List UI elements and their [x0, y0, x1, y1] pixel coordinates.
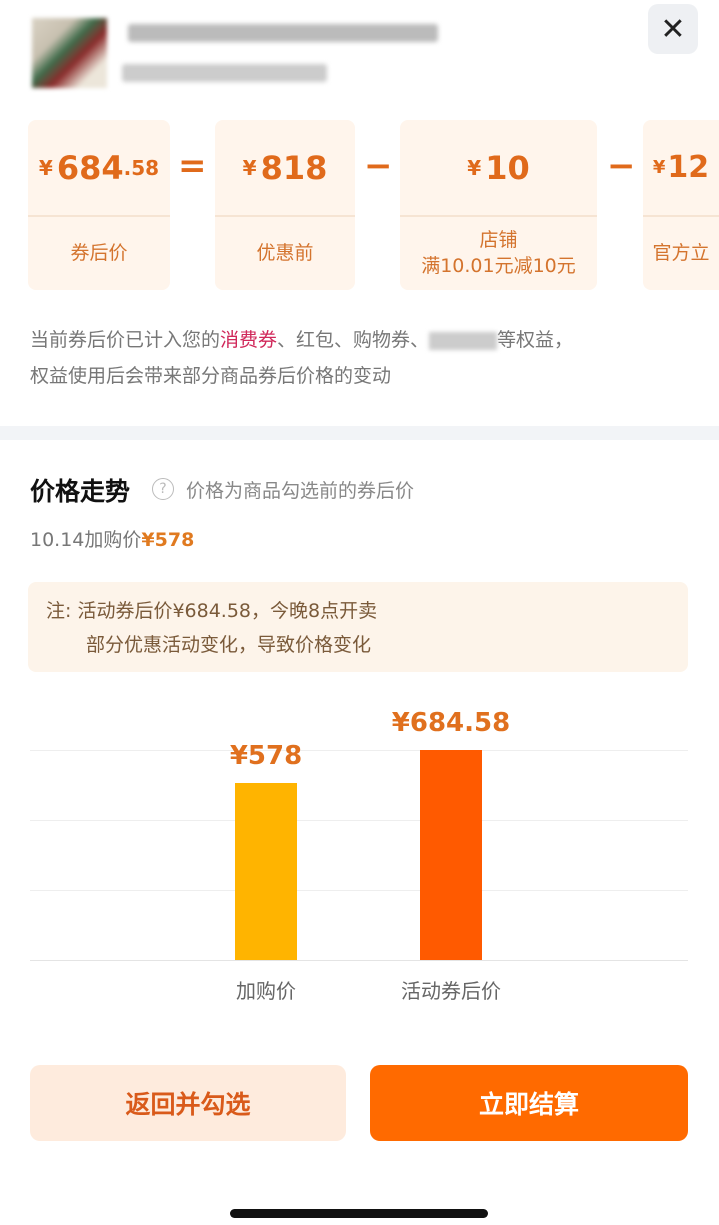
consumer-coupon-link[interactable]: 消费券 [220, 329, 278, 351]
price-card-official: ¥12 官方立 [643, 120, 719, 290]
home-indicator [230, 1209, 488, 1218]
cart-price-value: ¥578 [141, 529, 195, 551]
equals-sign: = [178, 146, 207, 186]
currency: ¥ [467, 155, 482, 180]
close-button[interactable]: ✕ [648, 4, 698, 54]
bar-1 [420, 750, 482, 960]
bar-0 [235, 782, 297, 960]
minus-sign: − [607, 146, 636, 186]
grid-line [30, 750, 688, 751]
note-box: 注: 活动券后价¥684.58，今晚8点开卖 部分优惠活动变化，导致价格变化 [28, 582, 688, 672]
card-label: 官方立 [652, 241, 710, 264]
info-text: 当前券后价已计入您的 [30, 329, 221, 351]
chart-baseline [30, 960, 688, 961]
card-label: 优惠前 [256, 241, 314, 264]
section-title: 价格走势 [30, 477, 131, 506]
info-text: 、红包、购物券、 [277, 329, 430, 351]
amount: 10 [485, 148, 530, 187]
card-label: 店铺 [479, 228, 518, 251]
section-divider [0, 426, 719, 440]
currency: ¥ [242, 155, 257, 180]
product-spec-blurred [122, 64, 327, 82]
note-line: 部分优惠活动变化，导致价格变化 [86, 634, 372, 656]
bar-data-label: ¥578 [229, 740, 303, 771]
checkout-button[interactable]: 立即结算 [370, 1065, 688, 1141]
grid-line [30, 890, 688, 891]
amount-decimal: .58 [123, 155, 160, 180]
product-thumbnail [32, 18, 107, 88]
close-icon: ✕ [660, 11, 686, 47]
product-title-blurred [128, 24, 438, 42]
card-label: 券后价 [70, 241, 128, 264]
currency: ¥ [652, 157, 666, 178]
card-sublabel: 满10.01元减10元 [421, 254, 576, 277]
amount: 12 [667, 150, 710, 185]
price-card-original: ¥818 优惠前 [215, 120, 355, 290]
category-label: 活动券后价 [401, 979, 501, 1003]
info-text: 等权益， [497, 329, 574, 351]
minus-sign: − [364, 146, 393, 186]
cart-price-label: 10.14加购价 [30, 529, 142, 551]
price-card-shop-discount: ¥10 店铺满10.01元减10元 [400, 120, 597, 290]
grid-line [30, 820, 688, 821]
help-question-icon[interactable]: ? [152, 478, 174, 500]
cart-price: 10.14加购价¥578 [30, 525, 194, 552]
amount: 684 [56, 148, 124, 187]
section-subtitle: 价格为商品勾选前的券后价 [186, 480, 415, 502]
blurred-text [429, 331, 498, 350]
category-label: 加购价 [236, 979, 296, 1003]
bar-data-label: ¥684.58 [391, 708, 511, 738]
price-card-after-coupon: ¥684.58 券后价 [28, 120, 170, 290]
amount: 818 [260, 148, 328, 187]
back-and-select-button[interactable]: 返回并勾选 [30, 1065, 346, 1141]
info-text: 权益使用后会带来部分商品券后价格的变动 [30, 365, 392, 387]
coupon-info-text: 当前券后价已计入您的消费券、红包、购物券、 等权益， 权益使用后会带来部分商品券后… [30, 322, 680, 394]
currency: ¥ [38, 155, 53, 180]
note-line: 注: 活动券后价¥684.58，今晚8点开卖 [46, 600, 378, 622]
